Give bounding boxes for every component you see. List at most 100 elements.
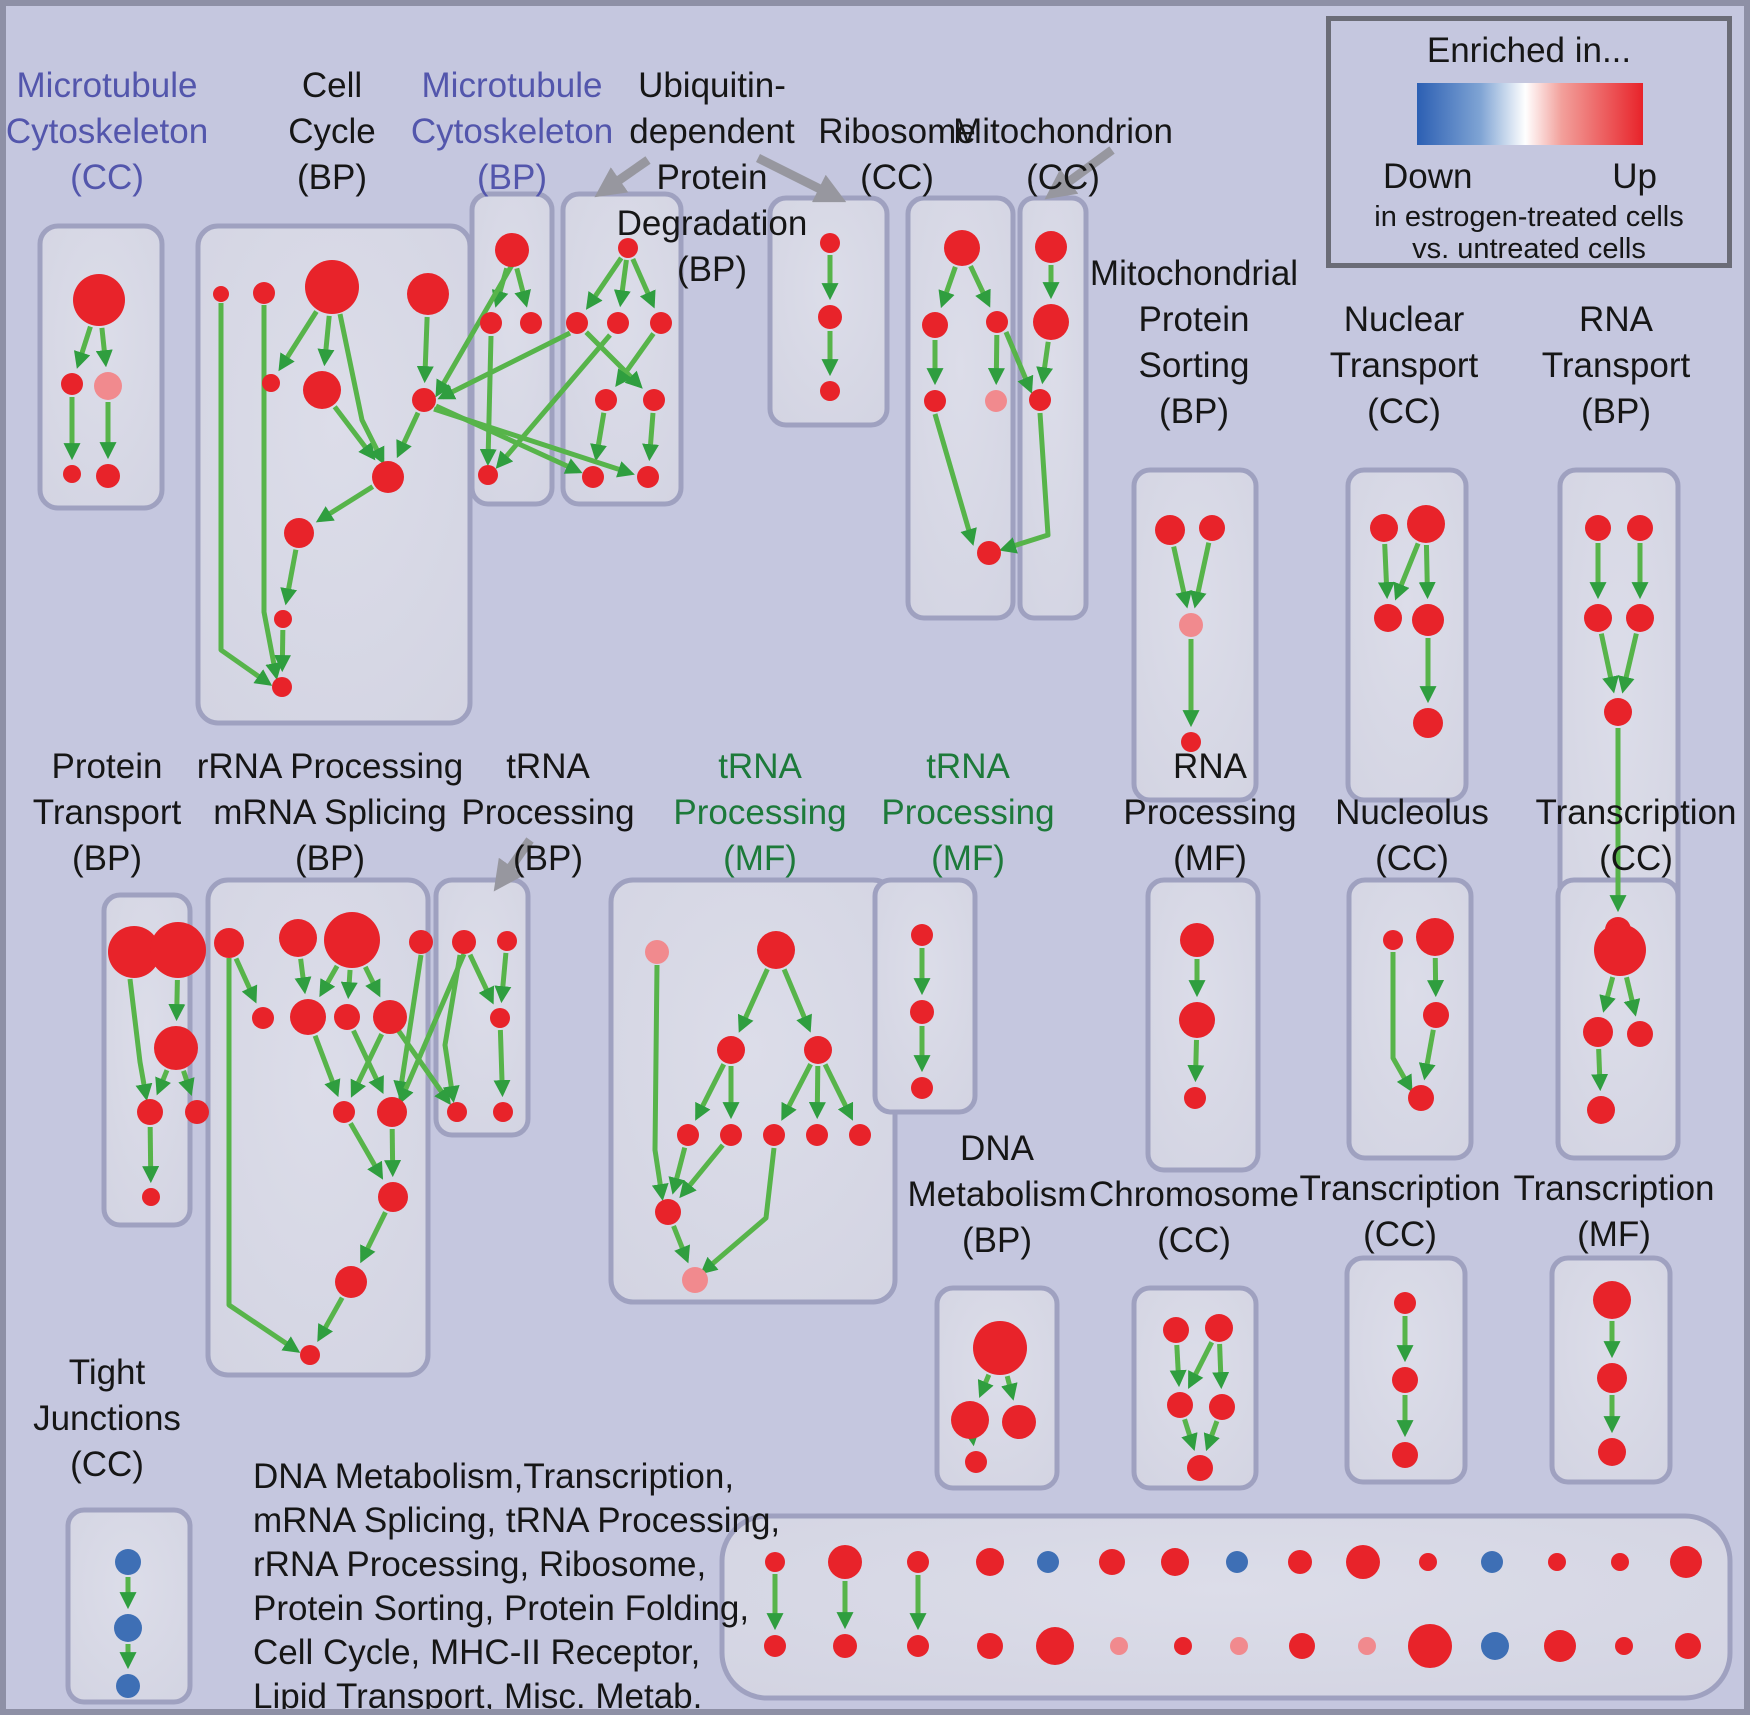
edge-microtubule-cc-0-2 <box>95 327 113 368</box>
go-node-misc-metab-21 <box>1174 1637 1192 1655</box>
go-node-protein-transport-1 <box>150 922 206 978</box>
go-node-cell-cycle-6 <box>412 388 436 412</box>
go-node-chromosome-0 <box>1163 1317 1189 1343</box>
cluster-label-line: (BP) <box>677 250 747 289</box>
cluster-label-line: (MF) <box>931 839 1005 878</box>
cluster-label-rrna-processing-mrna-splicing-bp: rRNA Processing mRNA Splicing (BP) <box>197 747 463 878</box>
edge-ribosome-2-4 <box>987 334 1005 386</box>
cluster-label-line: mRNA Splicing <box>213 793 446 832</box>
go-node-mitochondrion-2 <box>1029 389 1051 411</box>
go-node-trna-mf-large-1 <box>757 931 795 969</box>
cluster-label-line: dependent <box>629 112 795 151</box>
cluster-label-line: Cycle <box>288 112 376 151</box>
go-node-misc-metab-20 <box>1110 1637 1128 1655</box>
cluster-label-rna-transport-bp: RNA Transport (BP) <box>1542 300 1691 431</box>
cluster-label-chromosome-cc: Chromosome (CC) <box>1089 1175 1299 1260</box>
go-node-rrna-mrna-6 <box>334 1004 360 1030</box>
misc-text-line: Lipid Transport, Misc. Metab. <box>253 1677 703 1715</box>
go-node-trna-mf-large-9 <box>655 1199 681 1225</box>
cluster-label-ubiquitin-dependent-protein-degradation-bp: Ubiquitin-dependent Protein Degradation (BP… <box>617 66 808 289</box>
edge-mito-protein-sorting-0-2 <box>1171 546 1192 609</box>
go-node-transcription-mf-1 <box>1597 1363 1627 1393</box>
go-node-misc-metab-25 <box>1408 1624 1452 1668</box>
go-node-rna-processing-mf-2 <box>1184 1087 1206 1109</box>
go-node-trna-mf-large-0 <box>645 940 669 964</box>
go-node-tight-junctions-0 <box>115 1549 141 1575</box>
cluster-label-line: Protein <box>1139 300 1250 339</box>
edge-transcription-cc-mid-1-3 <box>1591 1048 1609 1092</box>
go-node-misc-metab-27 <box>1544 1630 1576 1662</box>
cluster-label-line: (CC) <box>1026 158 1100 197</box>
go-node-ubiquitin-1-1 <box>566 312 588 334</box>
edge-rrna-mrna-8-10 <box>348 1122 384 1180</box>
go-node-dna-metabolism-1 <box>951 1401 989 1439</box>
go-node-cell-cycle-1 <box>253 282 275 304</box>
go-node-protein-transport-3 <box>137 1099 163 1125</box>
cluster-label-line: (CC) <box>70 1445 144 1484</box>
cluster-label-line: (MF) <box>1577 1215 1651 1254</box>
cluster-label-line: Processing <box>461 793 634 832</box>
cluster-label-line: Microtubule <box>422 66 603 105</box>
go-node-ubiquitin-1-5 <box>643 389 665 411</box>
cluster-label-line: Mitochondrion <box>953 112 1173 151</box>
cluster-label-line: Cytoskeleton <box>6 112 208 151</box>
go-node-ribosome-4 <box>985 390 1007 412</box>
cluster-label-line: (CC) <box>1367 392 1441 431</box>
go-node-dna-metabolism-3 <box>965 1451 987 1473</box>
go-node-rna-processing-mf-0 <box>1180 923 1214 957</box>
cluster-label-protein-transport-bp: Protein Transport (BP) <box>33 747 182 878</box>
edge-cell-cycle-3-6 <box>416 316 434 384</box>
go-node-microtubule-cc-3 <box>63 465 81 483</box>
go-node-tight-junctions-2 <box>116 1674 140 1698</box>
cluster-label-line: Microtubule <box>17 66 198 105</box>
go-node-tight-junctions-1 <box>114 1614 142 1642</box>
edge-ubiquitin-1-0-3 <box>630 257 656 309</box>
edge-chromosome-1-3 <box>1212 1343 1230 1390</box>
edges <box>63 255 1649 1670</box>
go-node-chromosome-4 <box>1187 1455 1213 1481</box>
go-node-misc-metab-0 <box>765 1552 785 1572</box>
cluster-label-line: Degradation <box>617 204 808 243</box>
go-node-ubiquitin-2-2 <box>820 381 840 401</box>
go-node-mitochondrion-1 <box>1033 304 1069 340</box>
go-node-mitochondrion-0 <box>1035 231 1067 263</box>
go-node-nuclear-transport-2 <box>1374 604 1402 632</box>
edge-microtubule-cc-0-1 <box>73 325 93 369</box>
go-node-rrna-mrna-10 <box>378 1182 408 1212</box>
go-node-trna-bp-0 <box>452 930 476 954</box>
edge-nuclear-transport-0-2 <box>1377 543 1395 600</box>
go-node-rrna-mrna-7 <box>373 1000 407 1034</box>
cluster-label-line: Transcription <box>1300 1169 1501 1208</box>
edge-trna-mf-large-3-7 <box>808 1065 826 1120</box>
cluster-label-line: (CC) <box>860 158 934 197</box>
edge-rrna-mrna-11-12 <box>317 1296 345 1343</box>
go-node-ribosome-5 <box>977 541 1001 565</box>
go-node-ubiquitin-1-2 <box>607 312 629 334</box>
nodes <box>61 230 1702 1698</box>
cluster-label-line: Metabolism <box>908 1175 1087 1214</box>
edge-rrna-mrna-2-6 <box>340 969 358 1000</box>
go-node-rrna-mrna-5 <box>290 999 326 1035</box>
go-node-nuclear-transport-4 <box>1413 708 1443 738</box>
edge-rna-transport-2-4 <box>1598 633 1619 694</box>
go-node-trna-bp-2 <box>490 1008 510 1028</box>
go-node-microtubule-bp-2 <box>520 312 542 334</box>
cluster-label-rna-processing-mf: RNA Processing (MF) <box>1123 747 1296 878</box>
cluster-box-tight-junctions <box>65 1507 193 1705</box>
go-node-transcription-cc-bottom-1 <box>1392 1367 1418 1393</box>
go-node-microtubule-bp-0 <box>495 233 529 267</box>
cluster-label-line: (BP) <box>295 839 365 878</box>
go-node-rrna-mrna-1 <box>279 919 317 957</box>
go-node-rrna-mrna-12 <box>300 1345 320 1365</box>
edge-poly-cell-cycle-2 <box>337 313 385 465</box>
go-node-cell-cycle-0 <box>213 286 229 302</box>
cluster-box-nuclear-transport <box>1345 467 1469 803</box>
cluster-label-dna-metabolism-bp: DNA Metabolism (BP) <box>908 1129 1087 1260</box>
edge-poly-microtubule-bp-0 <box>479 335 497 467</box>
cluster-label-line: (CC) <box>70 158 144 197</box>
cross-edge-3 <box>433 406 635 478</box>
legend-down-label: Down <box>1383 157 1473 196</box>
go-node-ubiquitin-1-7 <box>637 466 659 488</box>
go-node-ubiquitin-1-0 <box>618 238 638 258</box>
cluster-label-line: Nucleolus <box>1335 793 1489 832</box>
